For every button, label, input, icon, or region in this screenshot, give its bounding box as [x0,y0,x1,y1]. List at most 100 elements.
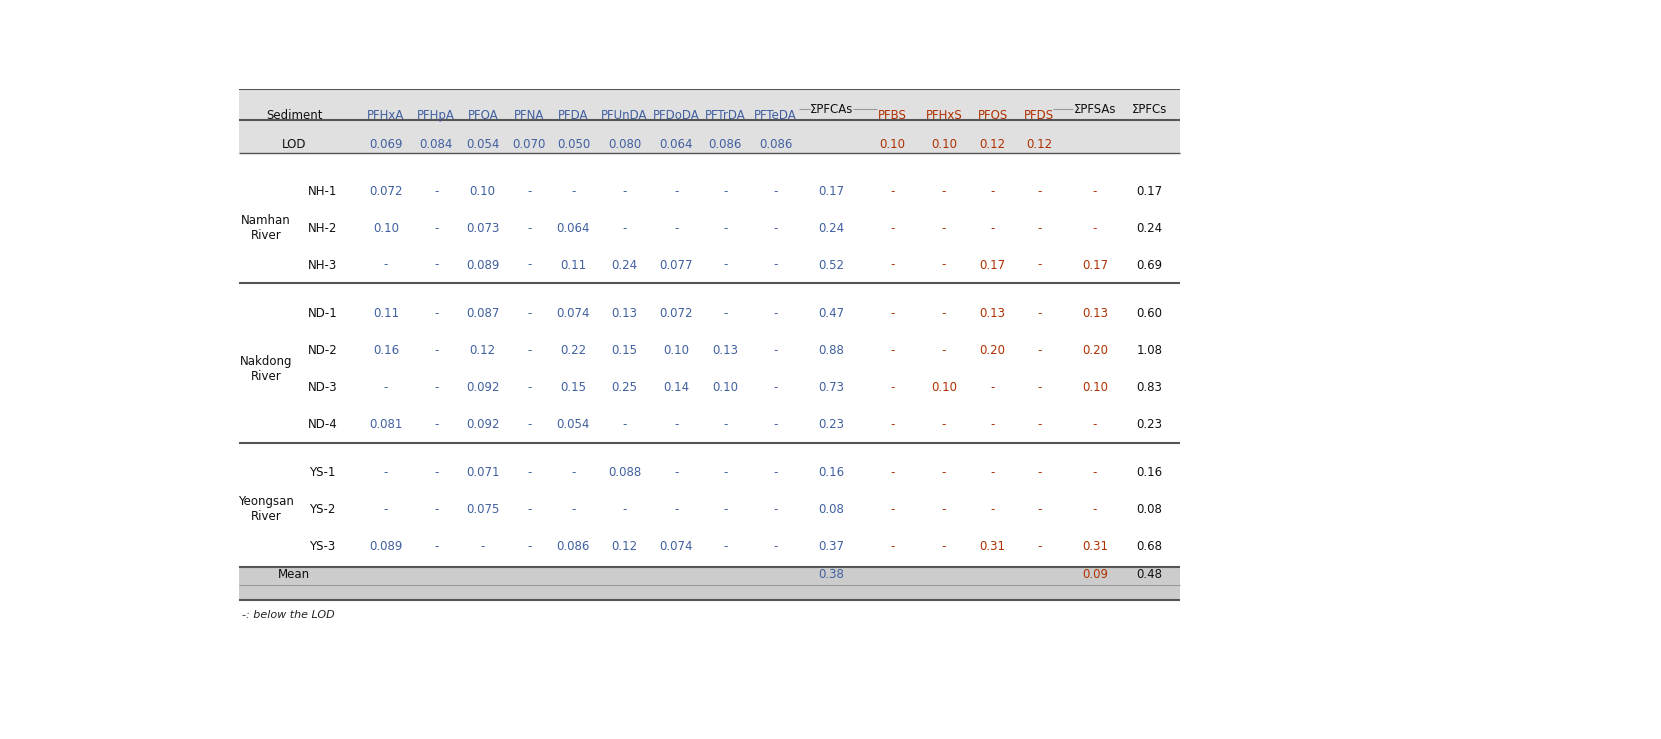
Text: 0.31: 0.31 [980,539,1005,553]
Text: -: - [527,418,532,431]
Text: -: - [384,503,389,516]
Text: -: - [434,503,439,516]
Text: -: - [1036,381,1041,394]
Text: 0.050: 0.050 [556,137,590,151]
Text: 0.69: 0.69 [1136,259,1163,271]
Text: -: - [527,344,532,357]
Text: -: - [1036,185,1041,197]
Text: 0.17: 0.17 [1081,259,1108,271]
Text: 0.069: 0.069 [369,137,402,151]
Text: NH-1: NH-1 [307,185,337,197]
Text: -: - [623,418,626,431]
Text: -: - [434,222,439,234]
Text: PFTrDA: PFTrDA [704,109,746,122]
Text: -: - [1036,503,1041,516]
Text: 0.10: 0.10 [1081,381,1108,394]
Text: 0.08: 0.08 [1136,503,1163,516]
Text: 0.14: 0.14 [663,381,689,394]
Text: YS-2: YS-2 [309,503,336,516]
Text: -: - [942,418,947,431]
Text: 0.16: 0.16 [819,466,844,479]
Text: -: - [774,539,777,553]
Text: 0.73: 0.73 [819,381,844,394]
Text: -: - [942,185,947,197]
Text: 0.087: 0.087 [467,307,500,320]
Text: 0.074: 0.074 [556,307,590,320]
Text: PFDS: PFDS [1025,109,1055,122]
Text: 0.17: 0.17 [980,259,1007,271]
Text: PFNA: PFNA [513,109,545,122]
Text: 0.10: 0.10 [930,381,957,394]
Text: -: - [774,344,777,357]
Text: 0.10: 0.10 [713,381,739,394]
Text: 0.25: 0.25 [611,381,638,394]
Text: 0.38: 0.38 [819,568,844,581]
Text: 0.17: 0.17 [819,185,844,197]
Text: 0.071: 0.071 [467,466,500,479]
Text: YS-3: YS-3 [309,539,336,553]
Text: 0.16: 0.16 [372,344,399,357]
Text: PFDoDA: PFDoDA [653,109,699,122]
Text: 0.084: 0.084 [420,137,453,151]
Text: 0.077: 0.077 [659,259,693,271]
Text: 0.24: 0.24 [611,259,638,271]
Text: ND-1: ND-1 [307,307,337,320]
Text: -: - [434,466,439,479]
Text: -: - [1093,503,1098,516]
Text: -: - [990,418,995,431]
Text: -: - [1093,222,1098,234]
Text: -: - [1036,222,1041,234]
Text: 0.08: 0.08 [819,503,844,516]
Text: ND-2: ND-2 [307,344,337,357]
Text: -: - [1093,418,1098,431]
Text: -: - [723,466,728,479]
Text: 0.23: 0.23 [819,418,844,431]
Text: -: - [774,259,777,271]
Text: 0.075: 0.075 [467,503,500,516]
Text: 0.089: 0.089 [369,539,402,553]
Text: -: - [890,259,895,271]
Text: 0.13: 0.13 [611,307,638,320]
Text: -: - [571,185,576,197]
Text: -: below the LOD: -: below the LOD [243,610,336,620]
Text: -: - [890,222,895,234]
Text: -: - [384,466,389,479]
Text: -: - [774,418,777,431]
Text: 0.13: 0.13 [980,307,1005,320]
Text: -: - [1093,185,1098,197]
Text: 0.22: 0.22 [560,344,586,357]
Text: 0.10: 0.10 [470,185,495,197]
Text: -: - [723,307,728,320]
Text: 0.47: 0.47 [819,307,844,320]
Text: PFOS: PFOS [978,109,1008,122]
Text: 0.12: 0.12 [470,344,497,357]
Text: -: - [774,185,777,197]
Text: 0.10: 0.10 [880,137,905,151]
Text: 1.08: 1.08 [1136,344,1163,357]
Text: -: - [384,381,389,394]
Text: -: - [890,418,895,431]
Text: 0.092: 0.092 [467,418,500,431]
Text: 0.20: 0.20 [980,344,1005,357]
Text: PFDA: PFDA [558,109,588,122]
Text: 0.52: 0.52 [819,259,844,271]
Text: 0.088: 0.088 [608,466,641,479]
Text: -: - [674,418,679,431]
Text: -: - [942,344,947,357]
Text: 0.073: 0.073 [467,222,500,234]
Text: Namhan
River: Namhan River [241,214,291,242]
Text: 0.12: 0.12 [980,137,1007,151]
Text: -: - [1036,259,1041,271]
Text: 0.070: 0.070 [513,137,546,151]
Text: ND-4: ND-4 [307,418,337,431]
Text: 0.086: 0.086 [709,137,742,151]
Text: -: - [990,381,995,394]
Text: -: - [1036,344,1041,357]
Text: -: - [480,539,485,553]
Text: -: - [384,259,389,271]
Text: -: - [434,344,439,357]
Text: Mean: Mean [277,568,311,581]
Text: 0.24: 0.24 [1136,222,1163,234]
Text: -: - [890,185,895,197]
Text: -: - [1036,539,1041,553]
